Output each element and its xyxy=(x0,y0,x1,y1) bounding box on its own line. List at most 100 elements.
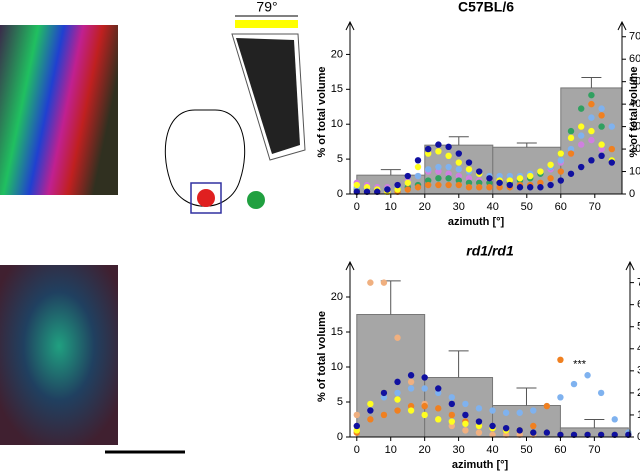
dot xyxy=(465,175,473,182)
dot xyxy=(611,416,618,423)
x-tick-label: 60 xyxy=(555,201,567,213)
y2-tick-label: 40 xyxy=(629,98,640,110)
dot xyxy=(598,105,605,112)
dot xyxy=(465,159,473,166)
dot xyxy=(353,427,360,434)
y2-tick-label: 60 xyxy=(637,299,640,311)
x-tick-label: 30 xyxy=(452,444,464,456)
y-axis xyxy=(345,260,355,437)
dot xyxy=(394,181,401,189)
dot xyxy=(475,405,483,412)
dot xyxy=(516,184,524,191)
y2-tick-label: 20 xyxy=(637,387,640,399)
dot xyxy=(448,400,456,408)
y-tick-label: 10 xyxy=(331,361,343,373)
y2-tick-label: 0 xyxy=(629,188,635,200)
y-tick-label: 5 xyxy=(337,396,343,408)
dot xyxy=(435,163,442,171)
dot xyxy=(530,429,537,436)
bar xyxy=(492,405,561,438)
dot xyxy=(367,416,374,423)
x-axis-label: azimuth [°] xyxy=(452,459,509,471)
error-bar xyxy=(380,280,401,315)
y-axis-label: % of total volume xyxy=(316,66,328,157)
y2-tick-label: 10 xyxy=(629,165,640,177)
dot xyxy=(445,163,452,171)
dot xyxy=(407,402,415,410)
dot xyxy=(588,91,595,99)
chart-title: C57BL/6 xyxy=(458,0,514,15)
dot xyxy=(608,123,615,130)
dot xyxy=(407,385,415,392)
dot xyxy=(448,394,456,401)
dot xyxy=(353,411,360,419)
dot xyxy=(384,186,391,193)
dot xyxy=(462,427,469,434)
dot xyxy=(502,409,510,416)
dot xyxy=(475,422,483,430)
dot xyxy=(588,100,595,108)
dot xyxy=(506,181,513,189)
dot xyxy=(462,411,469,419)
dot xyxy=(496,172,503,180)
dot xyxy=(502,431,510,438)
dot xyxy=(537,179,544,186)
error-bar xyxy=(448,350,469,378)
error-bar xyxy=(380,169,401,176)
dot xyxy=(598,112,605,119)
dot xyxy=(435,148,442,155)
color-strip xyxy=(235,20,298,28)
dot xyxy=(547,175,554,182)
y2-tick-label: 0 xyxy=(637,431,640,443)
dot xyxy=(516,175,524,182)
dot xyxy=(489,422,496,430)
dot xyxy=(557,394,564,401)
x-tick-label: 60 xyxy=(554,444,566,456)
dot xyxy=(527,184,534,191)
dot xyxy=(557,168,564,175)
dot xyxy=(394,378,401,386)
dot xyxy=(475,429,483,436)
y-tick-label: 5 xyxy=(337,153,343,165)
dot xyxy=(598,152,605,160)
dot xyxy=(407,378,415,386)
dot xyxy=(567,170,575,177)
dot xyxy=(435,175,442,182)
dot xyxy=(557,150,564,157)
x-tick-label: 40 xyxy=(486,444,498,456)
x-axis-label: azimuth [°] xyxy=(448,216,505,228)
dot xyxy=(506,172,513,180)
image-top xyxy=(0,25,118,195)
dot xyxy=(502,424,510,432)
dot xyxy=(353,181,360,189)
dot xyxy=(611,431,618,438)
dot xyxy=(557,177,564,184)
bar xyxy=(424,377,494,438)
dot xyxy=(489,431,496,438)
dot xyxy=(557,157,564,164)
dot xyxy=(455,159,462,166)
dot xyxy=(557,356,564,364)
dot xyxy=(530,422,537,430)
dot xyxy=(486,175,493,182)
y2-tick-label: 30 xyxy=(629,121,640,133)
dot xyxy=(465,179,473,186)
x-tick-label: 70 xyxy=(589,201,601,213)
error-bar xyxy=(516,142,537,148)
dot xyxy=(608,145,615,153)
x-tick-label: 50 xyxy=(521,201,533,213)
image-bottom xyxy=(0,265,118,445)
y2-tick-label: 50 xyxy=(637,321,640,333)
dot xyxy=(578,141,585,148)
dot xyxy=(567,134,575,142)
y2-tick-label: 40 xyxy=(637,343,640,355)
dot xyxy=(588,157,595,164)
dot xyxy=(506,177,513,184)
dot xyxy=(476,168,483,175)
angle-label: 79° xyxy=(256,0,277,15)
chart-title: rd1/rd1 xyxy=(466,243,514,259)
dot xyxy=(425,166,432,173)
dot xyxy=(445,143,452,151)
y2-axis-label: % of total volume xyxy=(628,66,640,157)
